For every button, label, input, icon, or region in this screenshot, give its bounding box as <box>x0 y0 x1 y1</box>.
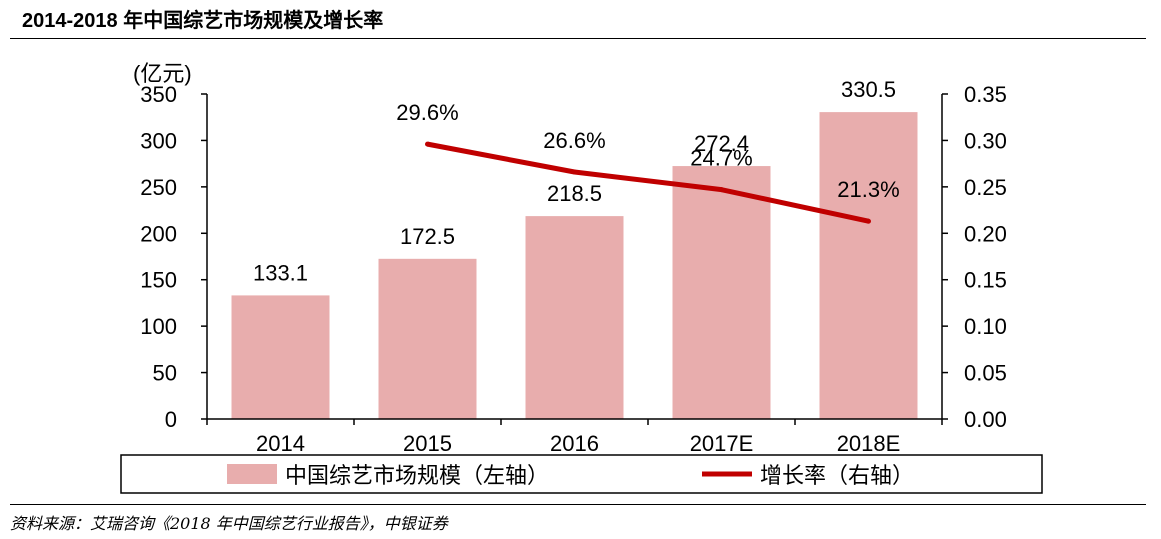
left-tick-label: 50 <box>153 361 177 386</box>
right-tick-label: 0.35 <box>964 82 1007 107</box>
bar-2016 <box>525 216 624 419</box>
bar-2018E <box>819 112 918 419</box>
right-tick-label: 0.15 <box>964 268 1007 293</box>
right-tick-label: 0.25 <box>964 175 1007 200</box>
bar-value-label: 218.5 <box>547 181 602 206</box>
bar-value-label: 172.5 <box>400 224 455 249</box>
right-tick-label: 0.10 <box>964 314 1007 339</box>
growth-point-2016 <box>572 169 577 175</box>
growth-rate-line <box>427 141 870 224</box>
x-tick-label: 2014 <box>256 431 305 456</box>
title-divider <box>10 38 1146 39</box>
footer-divider <box>10 504 1146 505</box>
bar-2015 <box>378 258 477 419</box>
right-tick-label: 0.20 <box>964 221 1007 246</box>
legend-bar-label: 中国综艺市场规模（左轴） <box>285 464 549 489</box>
legend-box <box>120 454 1043 494</box>
left-tick-label: 300 <box>140 128 177 153</box>
growth-value-label: 24.7% <box>690 146 752 171</box>
left-tick-label: 200 <box>140 221 177 246</box>
growth-point-2018E <box>866 218 871 224</box>
left-tick-label: 150 <box>140 268 177 293</box>
chart-title: 2014-2018 年中国综艺市场规模及增长率 <box>22 10 384 32</box>
bar-2017E <box>672 166 771 419</box>
left-tick-label: 0 <box>165 407 177 432</box>
x-tick-label: 2018E <box>837 431 901 456</box>
growth-value-label: 26.6% <box>543 128 605 153</box>
left-tick-label: 100 <box>140 314 177 339</box>
legend-line-label: 增长率（右轴） <box>760 464 914 489</box>
right-tick-label: 0.05 <box>964 361 1007 386</box>
left-tick-label: 350 <box>140 82 177 107</box>
bar-value-label: 330.5 <box>841 77 896 102</box>
x-tick-label: 2015 <box>403 431 452 456</box>
growth-point-2015 <box>425 141 430 147</box>
x-tick-label: 2016 <box>550 431 599 456</box>
growth-point-2017E <box>719 187 724 193</box>
growth-value-label: 21.3% <box>837 177 899 202</box>
bar-2014 <box>231 295 330 419</box>
growth-value-label: 29.6% <box>396 100 458 125</box>
right-tick-label: 0.00 <box>964 407 1007 432</box>
source-note: 资料来源：艾瑞咨询《2018 年中国综艺行业报告》，中银证券 <box>10 514 448 533</box>
bar-value-label: 133.1 <box>253 260 308 285</box>
left-tick-label: 250 <box>140 175 177 200</box>
y-axis-unit-label: (亿元) <box>133 61 192 86</box>
legend-bar-swatch <box>227 464 277 484</box>
right-tick-label: 0.30 <box>964 128 1007 153</box>
x-tick-label: 2017E <box>690 431 754 456</box>
bar-value-label: 272.4 <box>694 131 749 156</box>
